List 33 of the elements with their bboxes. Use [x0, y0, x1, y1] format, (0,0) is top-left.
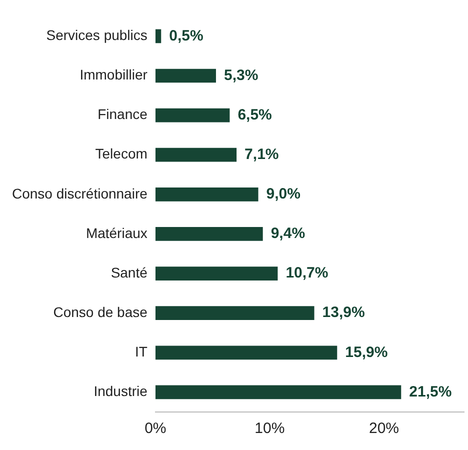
- y-tick-label: Telecom: [95, 146, 148, 162]
- y-tick-label: Finance: [98, 106, 148, 122]
- y-tick-label: Immobillier: [80, 66, 148, 83]
- bar: [155, 187, 258, 202]
- bar: [155, 148, 237, 162]
- y-tick-label: Matériaux: [86, 224, 148, 241]
- data-label: 9,0%: [266, 186, 300, 203]
- bar: [155, 306, 314, 320]
- data-label: 15,9%: [345, 344, 388, 361]
- bar: [155, 108, 230, 122]
- bar: [155, 266, 278, 280]
- y-tick-label: IT: [134, 344, 148, 360]
- data-label: 21,5%: [409, 383, 452, 400]
- y-tick-label: Services publics: [46, 27, 148, 44]
- data-label: 10,7%: [286, 264, 328, 282]
- bar: [155, 227, 263, 241]
- data-label: 5,3%: [224, 66, 258, 84]
- bar: [155, 346, 338, 360]
- data-label: 13,9%: [322, 304, 365, 322]
- bar: [155, 385, 402, 400]
- x-tick-label: 10%: [254, 420, 285, 438]
- y-tick-label: Santé: [110, 264, 148, 280]
- data-label: 9,4%: [270, 225, 306, 242]
- y-tick-label: Conso de base: [53, 304, 148, 320]
- data-label: 0,5%: [169, 27, 204, 44]
- data-label: 7,1%: [244, 146, 279, 163]
- x-tick-label: 0%: [144, 420, 166, 438]
- x-tick-label: 20%: [368, 420, 400, 438]
- bar: [155, 29, 162, 44]
- bar: [155, 68, 216, 83]
- y-tick-label: Industrie: [94, 383, 148, 400]
- data-label: 6,5%: [238, 106, 272, 124]
- y-tick-label: Conso discrétionnaire: [12, 185, 148, 202]
